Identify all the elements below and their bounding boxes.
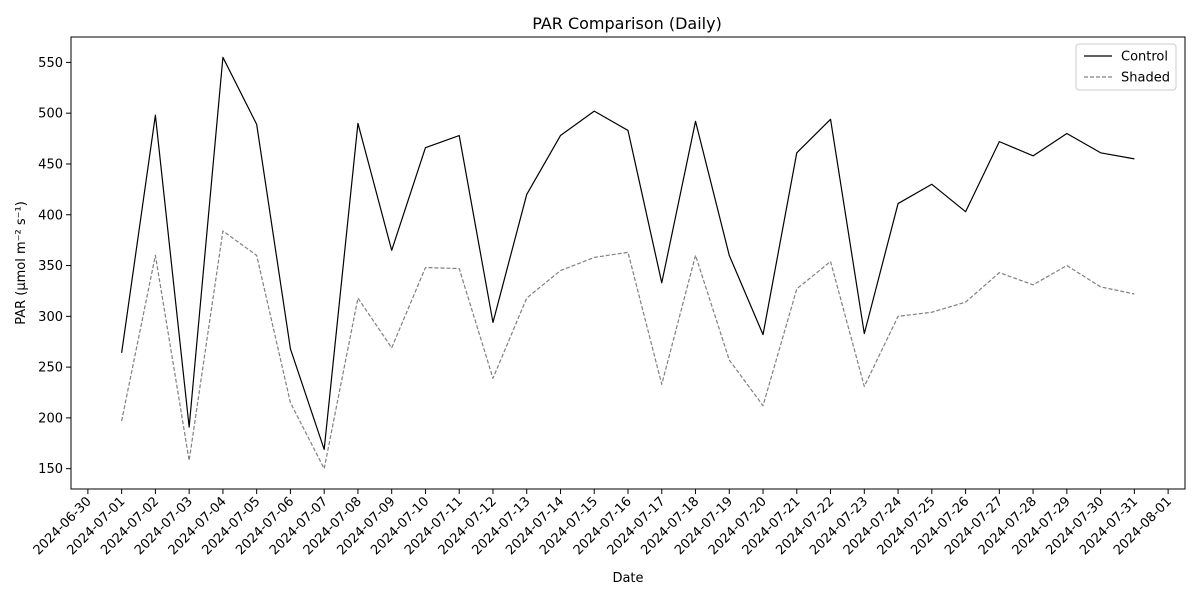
series-line-shaded [121, 230, 1135, 470]
y-tick-label: 350 [38, 259, 63, 274]
y-axis-label: PAR (μmol m⁻² s⁻¹) [14, 201, 29, 325]
y-tick-label: 500 [38, 107, 63, 122]
y-tick-label: 400 [38, 208, 63, 223]
y-tick-label: 550 [38, 56, 63, 71]
legend-label-shaded: Shaded [1121, 71, 1170, 86]
chart-title: PAR Comparison (Daily) [532, 14, 722, 33]
y-tick-label: 250 [38, 361, 63, 376]
y-tick-label: 200 [38, 411, 63, 426]
x-axis-label: Date [612, 571, 643, 586]
plot-area [121, 56, 1135, 470]
y-tick-label: 300 [38, 310, 63, 325]
y-tick-label: 150 [38, 462, 63, 477]
series-line-control [121, 56, 1135, 450]
legend: Control Shaded [1075, 43, 1177, 91]
y-tick-label: 450 [38, 157, 63, 172]
legend-label-control: Control [1121, 50, 1168, 65]
